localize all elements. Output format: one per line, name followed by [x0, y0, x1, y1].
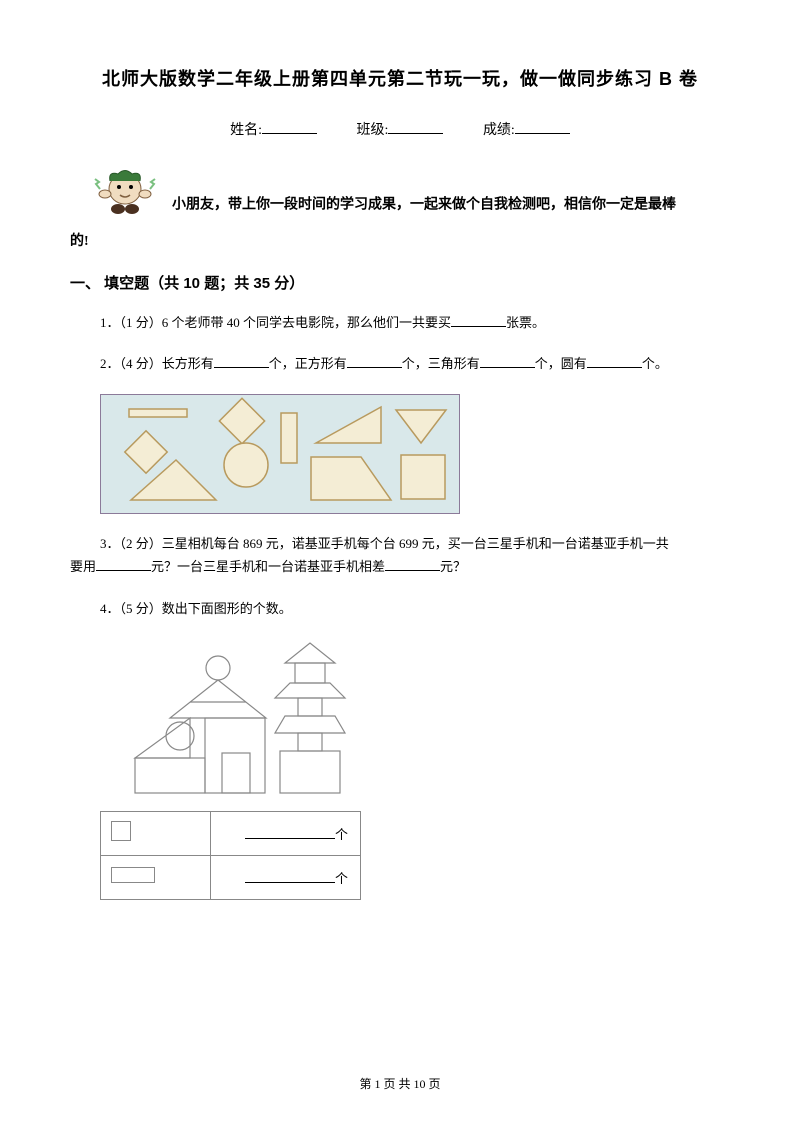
q1-prefix: 1．（1 分）6 个老师带 40 个同学去电影院，那么他们一共要买	[100, 315, 451, 330]
q2-blank-2[interactable]	[347, 354, 402, 368]
student-info-line: 姓名: 班级: 成绩:	[70, 119, 730, 139]
class-blank[interactable]	[388, 120, 443, 134]
table-row: 个	[101, 855, 361, 899]
page-footer: 第 1 页 共 10 页	[0, 1075, 800, 1092]
score-blank[interactable]	[515, 120, 570, 134]
section-1-header: 一、 填空题（共 10 题；共 35 分）	[70, 272, 730, 293]
unit-1: 个	[335, 827, 348, 842]
q1-suffix: 张票。	[506, 315, 545, 330]
question-4: 4．（5 分）数出下面图形的个数。	[100, 597, 730, 620]
rect-count-cell[interactable]: 个	[211, 855, 361, 899]
question-3: 3．（2 分）三星相机每台 869 元，诺基亚手机每个台 699 元，买一台三星…	[100, 532, 730, 579]
q4-house-figure	[130, 638, 390, 803]
rectangle-icon	[111, 867, 155, 883]
q3-line1: 3．（2 分）三星相机每台 869 元，诺基亚手机每个台 699 元，买一台三星…	[100, 532, 730, 555]
document-title: 北师大版数学二年级上册第四单元第二节玩一玩，做一做同步练习 B 卷	[70, 65, 730, 91]
q2-blank-1[interactable]	[214, 354, 269, 368]
mascot-row: 小朋友，带上你一段时间的学习成果，一起来做个自我检测吧，相信你一定是最棒	[70, 159, 730, 222]
square-count-cell[interactable]: 个	[211, 811, 361, 855]
q2-mid1: 个，正方形有	[269, 356, 347, 371]
footer-total: 10	[414, 1077, 426, 1091]
square-icon-cell	[101, 811, 211, 855]
q3-blank-1[interactable]	[96, 557, 151, 571]
square-count-blank[interactable]	[245, 825, 335, 839]
encouragement-text-2: 的!	[70, 230, 730, 250]
q2-mid3: 个，圆有	[535, 356, 587, 371]
encouragement-text-1: 小朋友，带上你一段时间的学习成果，一起来做个自我检测吧，相信你一定是最棒	[172, 197, 676, 212]
rect-count-blank[interactable]	[245, 869, 335, 883]
score-label: 成绩:	[483, 123, 515, 138]
rect-icon-cell	[101, 855, 211, 899]
name-blank[interactable]	[262, 120, 317, 134]
question-1: 1．（1 分）6 个老师带 40 个同学去电影院，那么他们一共要买 张票。	[100, 311, 730, 334]
q2-blank-4[interactable]	[587, 354, 642, 368]
question-2: 2．（4 分）长方形有 个，正方形有 个，三角形有 个，圆有 个。	[100, 352, 730, 375]
q3-line2-mid: 元？一台三星手机和一台诺基亚手机相差	[151, 559, 385, 574]
unit-2: 个	[335, 871, 348, 886]
q2-prefix: 2．（4 分）长方形有	[100, 356, 214, 371]
q2-blank-3[interactable]	[480, 354, 535, 368]
name-label: 姓名:	[230, 123, 262, 138]
square-icon	[111, 821, 131, 841]
q2-mid2: 个，三角形有	[402, 356, 480, 371]
q2-suffix: 个。	[642, 356, 668, 371]
footer-prefix: 第	[359, 1077, 374, 1091]
mascot-icon	[90, 159, 160, 222]
footer-mid: 页 共	[380, 1077, 413, 1091]
q3-line2-suffix: 元？	[440, 559, 466, 574]
table-row: 个	[101, 811, 361, 855]
q1-blank[interactable]	[451, 313, 506, 327]
footer-suffix: 页	[426, 1077, 441, 1091]
q3-line2-prefix: 要用	[70, 559, 96, 574]
q2-shapes-figure	[100, 394, 460, 514]
q3-blank-2[interactable]	[385, 557, 440, 571]
page-content: 北师大版数学二年级上册第四单元第二节玩一玩，做一做同步练习 B 卷 姓名: 班级…	[0, 0, 800, 900]
shape-count-table: 个 个	[100, 811, 361, 900]
class-label: 班级:	[357, 123, 389, 138]
